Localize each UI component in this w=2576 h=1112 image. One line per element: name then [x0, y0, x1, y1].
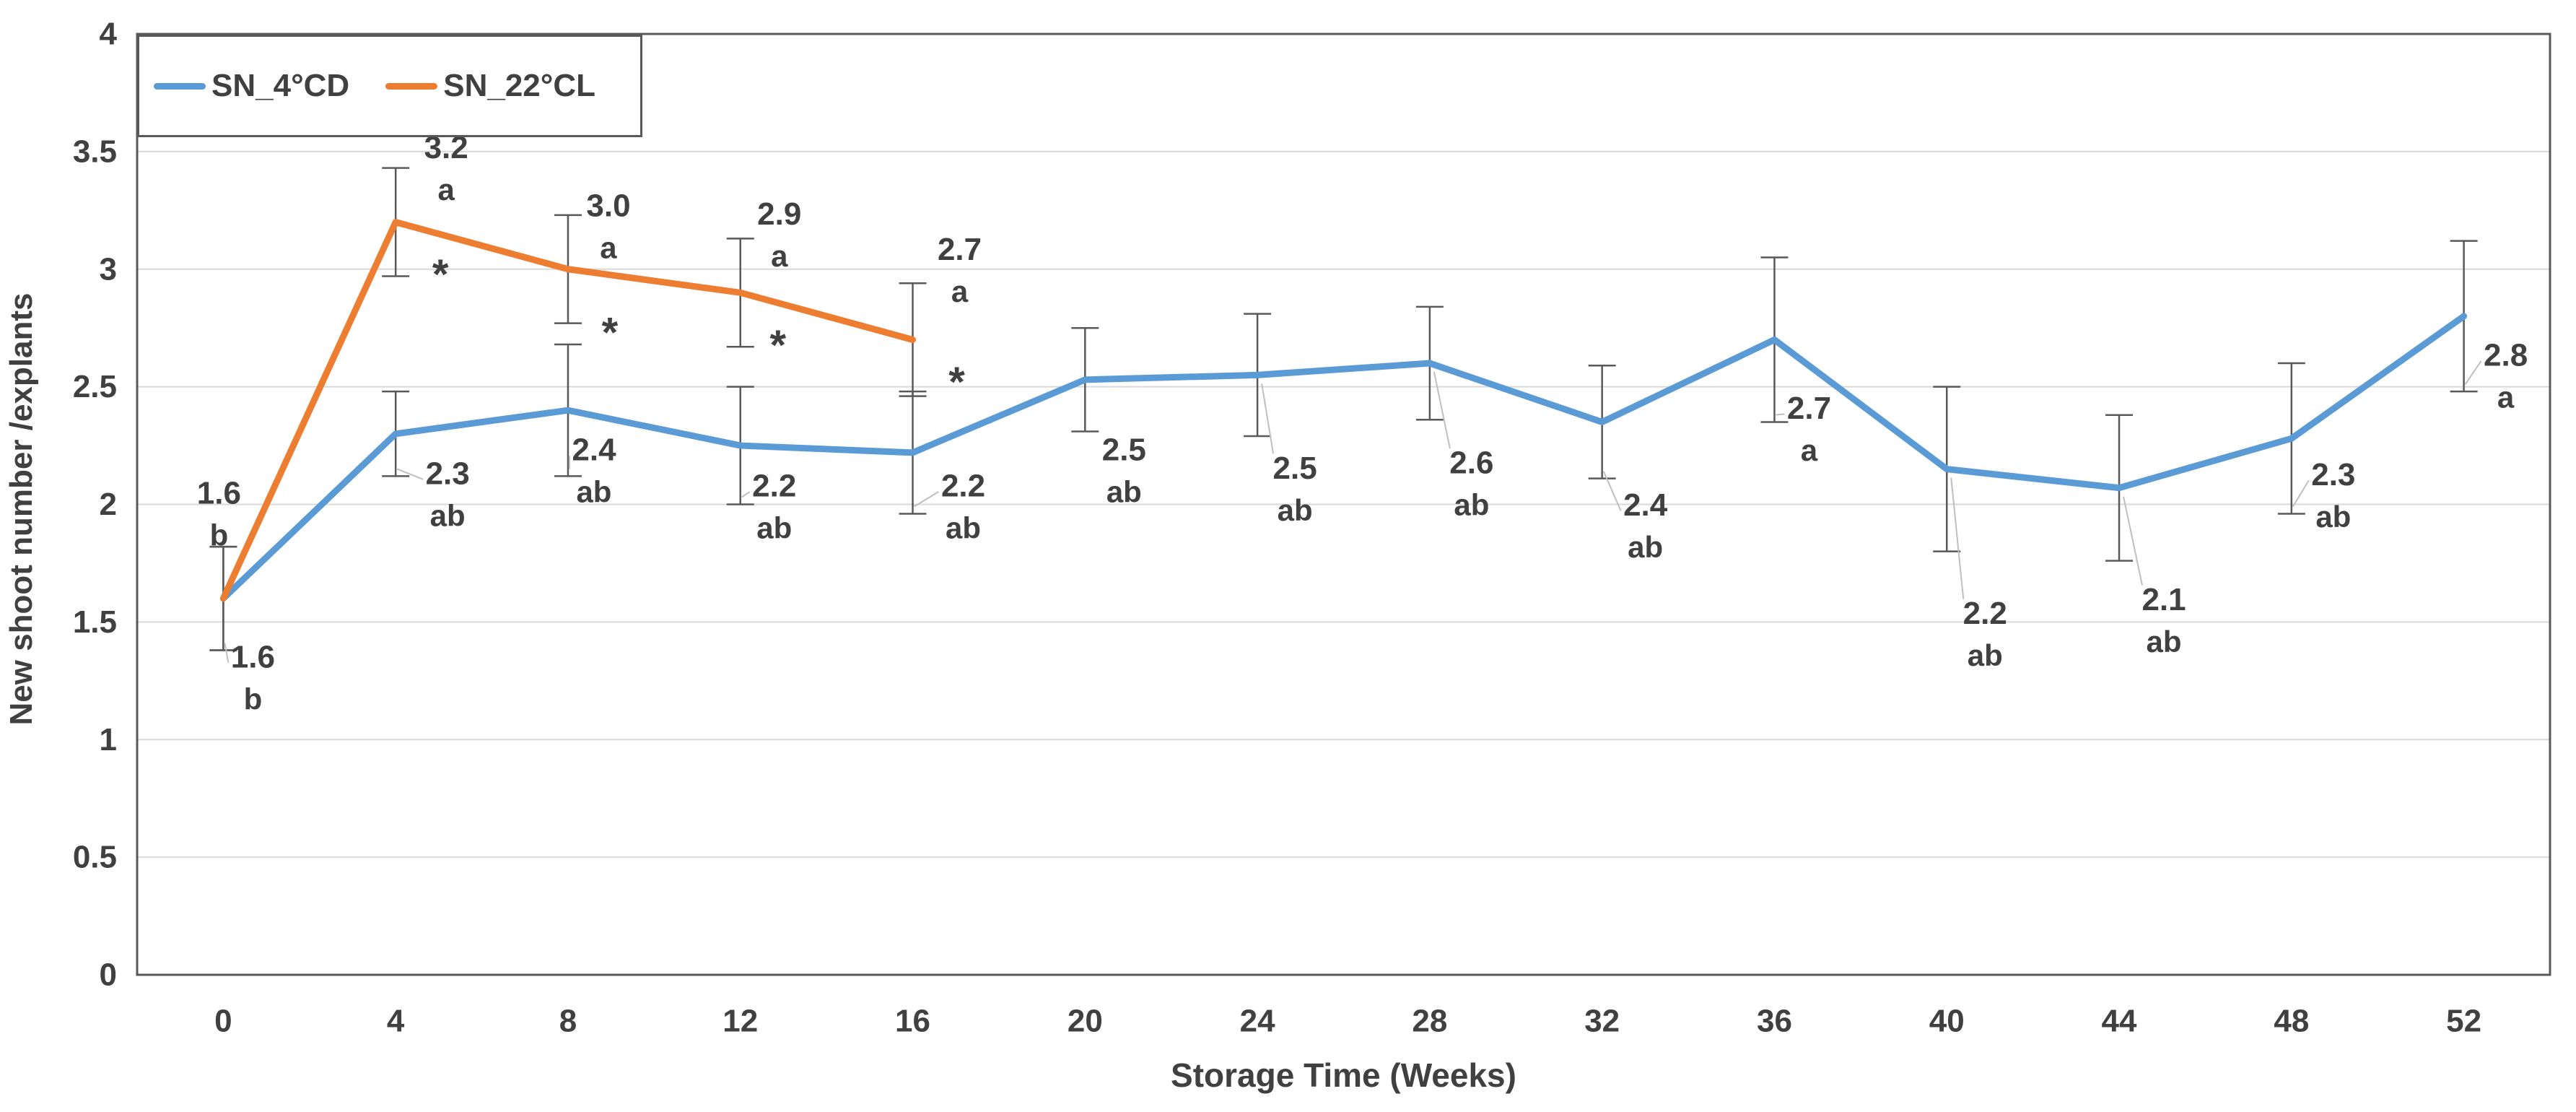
- legend-label-sn-4cd: SN_4°CD: [211, 68, 350, 103]
- data-label-value: 2.3: [426, 456, 470, 491]
- data-label-letter: ab: [1628, 530, 1663, 564]
- x-tick-label: 8: [559, 1004, 577, 1039]
- legend-line-swatch-blue: [154, 82, 206, 90]
- significance-asterisk: *: [948, 359, 965, 406]
- data-label-letter: a: [600, 230, 617, 264]
- data-label-letter: ab: [1968, 638, 2003, 672]
- data-label-value: 2.1: [2141, 582, 2186, 617]
- x-tick-label: 0: [214, 1004, 232, 1039]
- data-label-value: 3.0: [586, 188, 630, 223]
- data-label-value: 1.6: [197, 475, 241, 511]
- label-leader-line: [1261, 383, 1275, 454]
- data-label-letter: ab: [576, 475, 611, 509]
- data-label-letter: b: [210, 518, 229, 552]
- legend-item-sn-4cd: SN_4°CD: [154, 68, 349, 104]
- data-label-value: 2.4: [1623, 487, 1668, 523]
- data-label-letter: ab: [946, 511, 981, 544]
- data-label-letter: ab: [430, 498, 466, 532]
- significance-asterisk: *: [432, 251, 449, 298]
- y-tick-label: 3: [100, 251, 117, 287]
- data-label-letter: ab: [756, 511, 792, 545]
- x-tick-label: 40: [1929, 1004, 1965, 1039]
- data-label-value: 2.8: [2484, 337, 2528, 373]
- legend-label-sn-22cl: SN_22°CL: [443, 68, 596, 103]
- x-tick-label: 20: [1067, 1004, 1103, 1039]
- x-axis-title: Storage Time (Weeks): [1171, 1056, 1516, 1094]
- data-label-letter: ab: [1454, 488, 1489, 522]
- y-tick-label: 4: [100, 17, 118, 52]
- x-tick-label: 16: [895, 1004, 930, 1039]
- y-tick-label: 2.5: [73, 369, 117, 404]
- data-label-letter: a: [437, 173, 455, 207]
- data-label-value: 2.9: [757, 196, 801, 232]
- label-leader-line: [1602, 471, 1622, 511]
- legend: SN_4°CD SN_22°CL: [137, 35, 642, 137]
- y-tick-label: 1.5: [73, 604, 117, 640]
- data-label-letter: ab: [1106, 474, 1142, 508]
- legend-item-sn-22cl: SN_22°CL: [385, 68, 595, 104]
- label-leader-line: [741, 491, 751, 498]
- label-leader-line: [1950, 477, 1965, 599]
- label-leader-line: [914, 490, 940, 508]
- data-label-value: 2.4: [572, 433, 616, 468]
- x-tick-label: 52: [2446, 1004, 2481, 1039]
- data-label-value: 2.2: [752, 469, 796, 504]
- y-tick-label: 2: [100, 487, 117, 522]
- label-leader-line: [2464, 360, 2482, 385]
- series-line-sn-4-cd: [219, 313, 2468, 602]
- significance-asterisk: *: [602, 309, 619, 356]
- data-label-value: 2.5: [1273, 451, 1317, 486]
- label-leader-line: [2292, 479, 2310, 508]
- data-label-letter: a: [771, 239, 788, 273]
- plot-border: [136, 32, 2551, 976]
- data-label-value: 2.6: [1449, 446, 1493, 481]
- data-label-value: 1.6: [231, 639, 275, 674]
- y-axis-title: New shoot number /explants: [4, 292, 39, 726]
- x-tick-label: 12: [722, 1004, 758, 1039]
- x-tick-label: 48: [2274, 1004, 2309, 1039]
- data-label-letter: b: [244, 682, 263, 716]
- x-tick-label: 28: [1412, 1004, 1447, 1039]
- x-tick-label: 44: [2102, 1004, 2137, 1039]
- data-label-value: 2.2: [941, 468, 985, 503]
- data-label-letter: a: [951, 274, 969, 308]
- x-tick-label: 36: [1757, 1004, 1792, 1039]
- data-label-letter: a: [1801, 433, 1818, 467]
- legend-line-swatch-orange: [385, 82, 438, 90]
- data-label-value: 2.7: [1787, 391, 1831, 426]
- y-tick-label: 0.5: [73, 840, 117, 875]
- label-leader-line: [2123, 496, 2144, 586]
- data-label-value: 2.3: [2311, 457, 2355, 492]
- series-line-sn-22-cl: [219, 219, 917, 602]
- data-label-letter: ab: [1278, 493, 1313, 527]
- data-label-letter: ab: [2315, 500, 2351, 534]
- y-tick-label: 1: [100, 722, 117, 757]
- data-label-letter: ab: [2147, 625, 2182, 659]
- data-label-value: 2.7: [938, 232, 982, 267]
- x-tick-label: 24: [1240, 1004, 1275, 1039]
- data-label-value: 2.2: [1963, 596, 2007, 631]
- data-label-value: 2.5: [1102, 432, 1146, 467]
- label-leader-line: [224, 643, 230, 663]
- label-leader-line: [1433, 371, 1451, 449]
- x-tick-label: 32: [1584, 1004, 1620, 1039]
- x-tick-label: 4: [387, 1004, 405, 1039]
- label-leader-line: [396, 468, 424, 480]
- y-tick-label: 3.5: [73, 134, 117, 169]
- y-tick-label: 0: [100, 957, 117, 993]
- data-label-letter: a: [2497, 380, 2515, 414]
- significance-asterisk: *: [769, 322, 786, 369]
